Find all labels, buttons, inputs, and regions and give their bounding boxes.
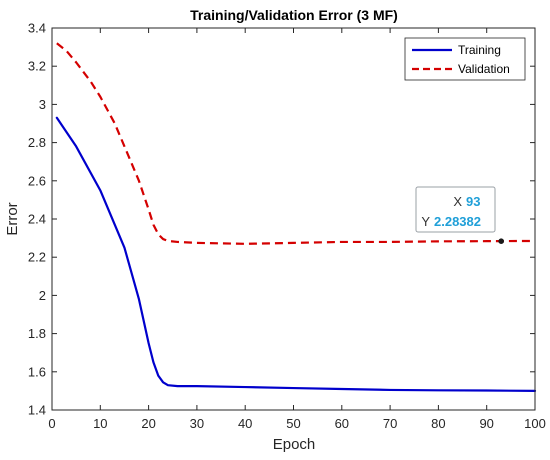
y-tick-label: 1.8 (28, 326, 46, 341)
x-tick-label: 70 (383, 416, 397, 431)
y-tick-label: 2.6 (28, 173, 46, 188)
ticks-layer: 0 10 20 30 40 50 60 70 80 90 100 1.4 1.6 1.8 2 2.2 2.4 2.… (28, 21, 546, 432)
series-line-training (55, 116, 537, 392)
x-tick-label: 40 (238, 416, 252, 431)
y-tick-label: 1.4 (28, 403, 46, 418)
legend-box (404, 37, 526, 81)
y-tick-label: 2.4 (28, 212, 46, 227)
y-tick-label: 3 (39, 97, 46, 112)
y-tick-label: 3.4 (28, 21, 46, 36)
legend-label-training: Training (458, 43, 501, 57)
y-tick-label: 2.8 (28, 135, 46, 150)
x-tick-label: 20 (141, 416, 155, 431)
series-layer (55, 42, 537, 392)
y-tick-label: 2.2 (28, 250, 46, 265)
datatip-marker[interactable] (498, 238, 504, 244)
x-tick-label: 60 (335, 416, 349, 431)
x-axis-label: Epoch (273, 436, 316, 453)
legend: Training Validation (404, 37, 526, 81)
y-tick-label: 2 (39, 288, 46, 303)
chart-title: Training/Validation Error (3 MF) (190, 7, 398, 23)
x-tick-label: 10 (93, 416, 107, 431)
x-tick-label: 50 (286, 416, 300, 431)
datatip-box (415, 186, 496, 233)
datatip-y-label: Y (421, 214, 430, 229)
y-tick-label: 1.6 (28, 364, 46, 379)
y-tick-label: 3.2 (28, 59, 46, 74)
series-line-validation (56, 42, 536, 245)
x-tick-label: 80 (431, 416, 445, 431)
y-axis-label: Error (4, 202, 21, 235)
x-tick-label: 0 (48, 416, 55, 431)
datatip-x-label: X (453, 194, 462, 209)
x-tick-label: 90 (479, 416, 493, 431)
datatip-x-value: 93 (466, 194, 480, 209)
x-tick-label: 100 (524, 416, 546, 431)
datatip-y-value: 2.28382 (434, 214, 481, 229)
datatip[interactable]: X 93 Y 2.28382 (415, 186, 504, 244)
x-tick-label: 30 (190, 416, 204, 431)
legend-label-validation: Validation (458, 62, 510, 76)
